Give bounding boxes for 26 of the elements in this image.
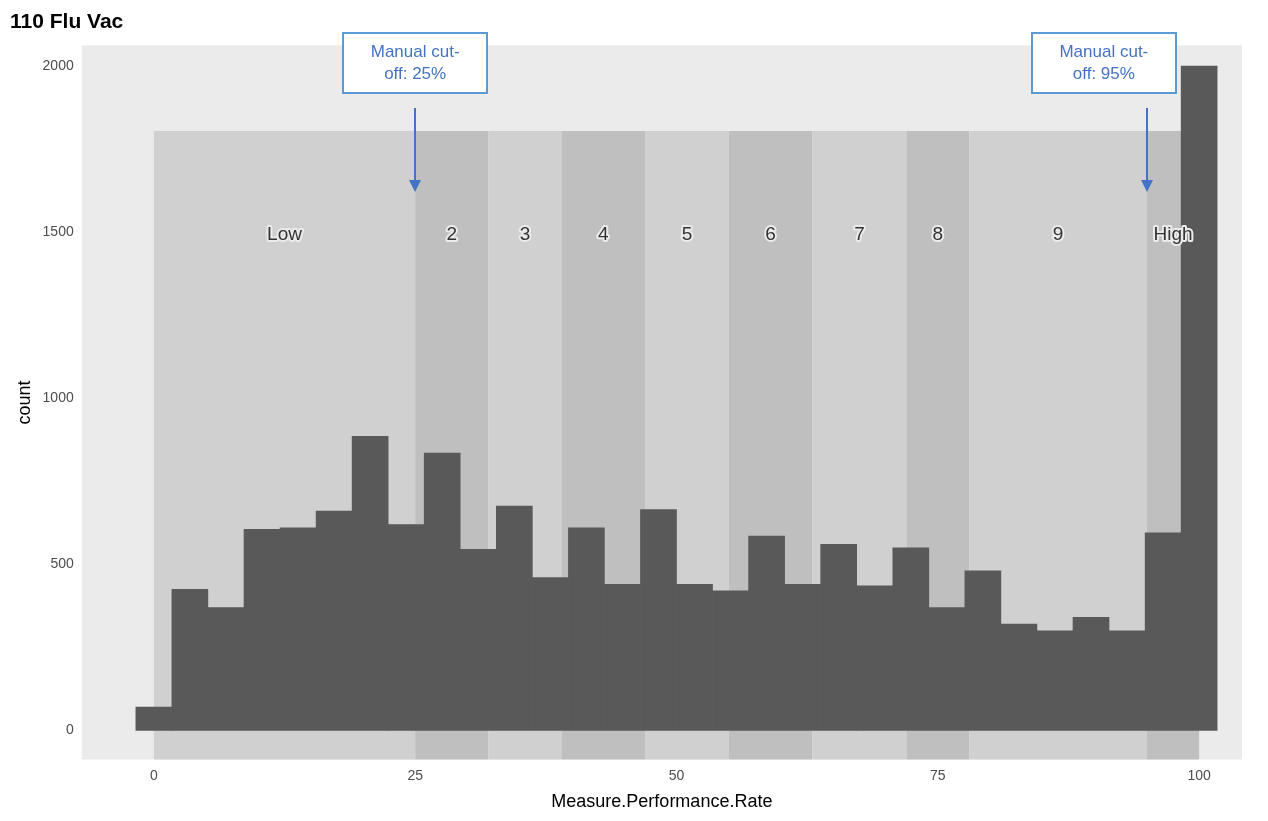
band-label: 6	[765, 222, 776, 244]
y-tick-label: 2000	[42, 56, 74, 73]
y-axis-title: count	[13, 380, 34, 425]
x-tick-label: 50	[668, 766, 685, 783]
chart-title: 110 Flu Vac	[10, 9, 124, 33]
ref-line-label: Manual cut-off: 25%	[369, 41, 461, 86]
band-label: Low	[267, 222, 303, 244]
band-label: 2	[446, 222, 458, 244]
band-label: 9	[1052, 222, 1064, 244]
callout-box: Manual cut-off: 25%	[342, 32, 489, 95]
y-tick-label: 1000	[42, 389, 74, 406]
band-label: 8	[932, 222, 944, 244]
y-tick-label: 1500	[42, 223, 74, 240]
band-label: 5	[681, 222, 693, 244]
y-tick-label: 0	[65, 721, 74, 738]
x-tick-label: 75	[930, 766, 946, 783]
x-tick-label: 0	[149, 766, 158, 783]
x-tick-label: 25	[407, 766, 424, 783]
x-axis-title: Measure.Performance.Rate	[551, 791, 773, 812]
x-tick-label: 100	[1187, 766, 1212, 783]
band-label: 4	[598, 222, 610, 244]
band-label: 3	[519, 222, 531, 244]
band-label: 7	[854, 222, 865, 244]
ref-line-label: Manual cut-off: 95%	[1058, 41, 1150, 86]
y-tick-label: 500	[50, 555, 74, 572]
callout-box: Manual cut-off: 95%	[1030, 32, 1177, 95]
